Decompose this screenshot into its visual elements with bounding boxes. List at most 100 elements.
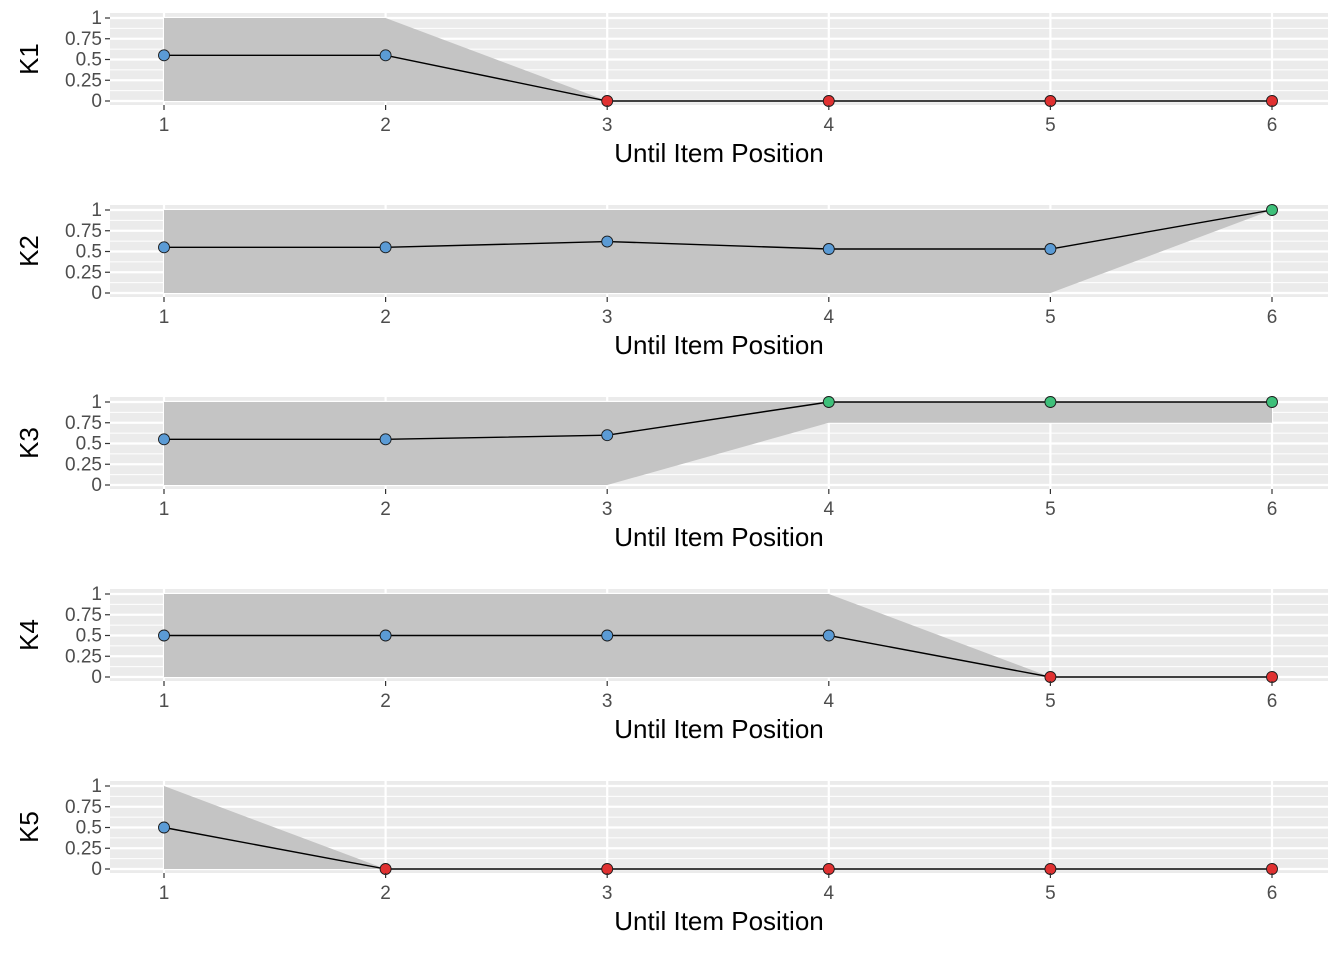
data-point xyxy=(379,863,392,875)
data-point xyxy=(158,241,170,254)
x-tick-label: 1 xyxy=(159,115,170,136)
y-tick-label: 0.5 xyxy=(76,50,102,71)
confidence-ribbon xyxy=(164,210,1272,293)
y-tick-label: 0.5 xyxy=(76,434,102,455)
y-tick-label: 0.25 xyxy=(65,454,102,475)
data-point xyxy=(379,49,392,62)
y-tick-label: 0 xyxy=(91,667,102,688)
x-tick-label: 3 xyxy=(602,691,613,712)
x-tick-label: 5 xyxy=(1045,307,1056,328)
data-point xyxy=(158,821,170,834)
x-axis-title: Until Item Position xyxy=(614,522,824,552)
data-point xyxy=(601,235,614,248)
x-tick-label: 5 xyxy=(1045,115,1056,136)
y-tick-label: 0.75 xyxy=(65,797,102,818)
data-point xyxy=(158,629,170,642)
y-tick-label: 0.25 xyxy=(65,262,102,283)
data-point xyxy=(379,241,392,254)
data-point xyxy=(1266,863,1278,875)
data-point xyxy=(379,629,392,642)
x-tick-label: 4 xyxy=(824,499,835,520)
x-tick-label: 2 xyxy=(380,499,391,520)
y-axis-title: K3 xyxy=(14,427,44,459)
y-axis-title: K2 xyxy=(14,235,44,267)
data-point xyxy=(158,49,170,62)
x-tick-label: 4 xyxy=(824,115,835,136)
y-axis-title: K4 xyxy=(14,619,44,651)
x-tick-label: 3 xyxy=(602,499,613,520)
x-tick-label: 6 xyxy=(1267,883,1278,904)
y-tick-label: 1 xyxy=(91,584,102,605)
x-axis-title: Until Item Position xyxy=(614,714,824,744)
x-tick-label: 6 xyxy=(1267,307,1278,328)
y-tick-label: 0.75 xyxy=(65,221,102,242)
y-tick-label: 0.75 xyxy=(65,29,102,50)
series-line xyxy=(164,209,1273,250)
x-tick-label: 3 xyxy=(602,307,613,328)
x-tick-label: 2 xyxy=(380,883,391,904)
data-point xyxy=(1044,95,1057,107)
y-tick-label: 0 xyxy=(91,475,102,496)
x-tick-label: 1 xyxy=(159,883,170,904)
data-point xyxy=(1266,95,1278,107)
y-tick-label: 1 xyxy=(91,200,102,221)
data-point xyxy=(601,429,614,442)
data-point xyxy=(1044,863,1057,875)
y-tick-label: 0.25 xyxy=(65,838,102,859)
x-tick-label: 4 xyxy=(824,307,835,328)
data-point xyxy=(1266,671,1278,683)
confidence-ribbon xyxy=(164,18,1272,101)
data-point xyxy=(822,95,835,107)
data-point xyxy=(1266,396,1278,408)
x-tick-label: 3 xyxy=(602,883,613,904)
data-point xyxy=(158,433,170,446)
confidence-ribbon xyxy=(164,786,1272,869)
x-axis-title: Until Item Position xyxy=(614,138,824,168)
x-tick-label: 2 xyxy=(380,691,391,712)
x-tick-label: 6 xyxy=(1267,115,1278,136)
y-tick-label: 0 xyxy=(91,91,102,112)
y-tick-label: 0.25 xyxy=(65,646,102,667)
y-tick-label: 0.75 xyxy=(65,605,102,626)
data-point xyxy=(822,243,835,255)
data-point xyxy=(1044,396,1057,408)
x-axis-title: Until Item Position xyxy=(614,330,824,360)
y-tick-label: 1 xyxy=(91,8,102,29)
x-tick-label: 5 xyxy=(1045,883,1056,904)
x-tick-label: 4 xyxy=(824,883,835,904)
data-point xyxy=(1044,671,1057,683)
data-point xyxy=(822,396,835,408)
data-point xyxy=(1044,243,1057,255)
y-tick-label: 0.5 xyxy=(76,818,102,839)
confidence-ribbon xyxy=(164,402,1272,485)
y-tick-label: 0.75 xyxy=(65,413,102,434)
series-line xyxy=(163,826,1272,870)
x-tick-label: 6 xyxy=(1267,499,1278,520)
data-point xyxy=(822,629,835,642)
x-tick-label: 6 xyxy=(1267,691,1278,712)
y-tick-label: 1 xyxy=(91,392,102,413)
x-tick-label: 1 xyxy=(159,307,170,328)
x-tick-label: 2 xyxy=(380,307,391,328)
y-tick-label: 0.5 xyxy=(76,242,102,263)
y-axis-title: K1 xyxy=(14,43,44,75)
y-tick-label: 0 xyxy=(91,859,102,880)
data-point xyxy=(601,629,614,642)
x-tick-label: 5 xyxy=(1045,499,1056,520)
x-tick-label: 2 xyxy=(380,115,391,136)
data-point xyxy=(601,863,614,875)
x-tick-label: 1 xyxy=(159,499,170,520)
series-line xyxy=(164,401,1272,441)
data-point xyxy=(601,95,614,107)
y-tick-label: 1 xyxy=(91,776,102,797)
data-point xyxy=(379,433,392,446)
y-tick-label: 0.25 xyxy=(65,70,102,91)
y-axis-title: K5 xyxy=(14,811,44,843)
data-point xyxy=(822,863,835,875)
